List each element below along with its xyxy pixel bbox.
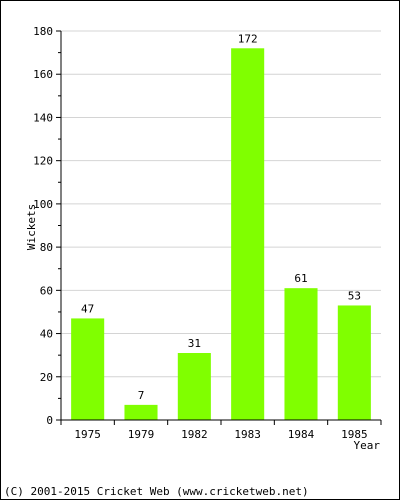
y-tick-label: 40 <box>40 328 53 341</box>
x-tick-label: 1975 <box>74 428 101 441</box>
y-axis-title: Wickets <box>25 204 38 250</box>
x-tick-label: 1984 <box>288 428 315 441</box>
bar-1984 <box>284 288 318 420</box>
y-tick-label: 140 <box>33 111 53 124</box>
bar-1985 <box>337 305 371 420</box>
bar-value-label: 7 <box>138 389 145 402</box>
bar-1975 <box>71 318 105 420</box>
x-axis-title: Year <box>354 439 381 452</box>
x-tick-label: 1979 <box>128 428 155 441</box>
y-tick-label: 20 <box>40 371 53 384</box>
bar-1979 <box>124 404 158 420</box>
x-tick-label: 1982 <box>181 428 208 441</box>
bar-value-label: 53 <box>348 289 361 302</box>
copyright-footer: (C) 2001-2015 Cricket Web (www.cricketwe… <box>4 485 309 498</box>
bar-value-label: 61 <box>294 272 307 285</box>
axes <box>56 30 382 425</box>
y-tick-label: 180 <box>33 25 53 38</box>
bar-value-label: 31 <box>188 337 201 350</box>
x-tick-label: 1983 <box>234 428 261 441</box>
y-tick-label: 100 <box>33 198 53 211</box>
bar-1982 <box>177 353 211 420</box>
bars <box>71 48 371 421</box>
y-tick-label: 160 <box>33 68 53 81</box>
gridlines <box>61 30 381 378</box>
bar-value-label: 47 <box>81 302 94 315</box>
x-tick-label: 1985 <box>341 428 368 441</box>
y-tick-label: 120 <box>33 155 53 168</box>
y-tick-label: 0 <box>46 414 53 427</box>
bar-value-label: 172 <box>238 32 258 45</box>
y-tick-label: 60 <box>40 284 53 297</box>
tick-labels: 0 20 40 60 80 100 120 140 160 180 47 1975 7 1979 31 198… <box>33 25 367 441</box>
y-tick-label: 80 <box>40 241 53 254</box>
bar-1983 <box>231 48 265 421</box>
